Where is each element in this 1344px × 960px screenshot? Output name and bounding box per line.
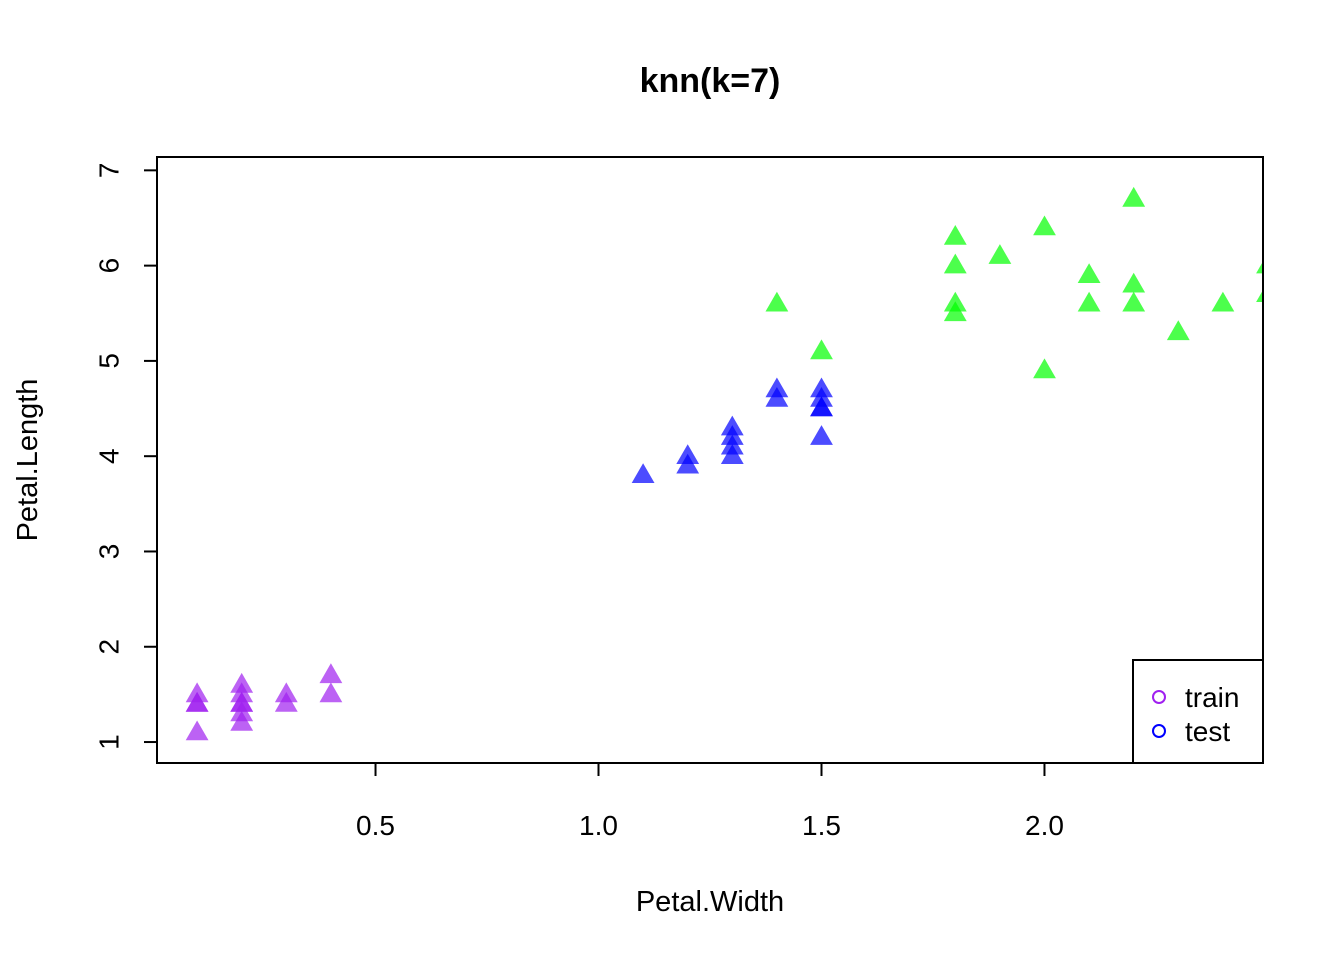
x-tick-label: 0.5 [356,810,395,841]
y-tick-label: 5 [94,353,125,369]
data-point [1122,186,1146,207]
data-point [943,253,967,274]
x-axis: 0.5 1.0 1.5 2.0 [356,762,1064,841]
data-point [720,444,744,464]
x-tick-label: 1.5 [802,810,841,841]
legend-label: test [1185,716,1230,747]
data-point [1166,320,1190,341]
data-point [1122,291,1146,312]
data-point [810,339,833,360]
y-tick-label: 6 [94,258,125,274]
data-point [765,387,789,407]
y-tick-label: 7 [94,163,125,179]
data-point [1033,215,1056,236]
points-layer [185,186,1263,741]
x-tick-label: 2.0 [1025,810,1064,841]
data-point [1077,291,1101,312]
y-tick-label: 2 [94,639,125,655]
data-point [230,711,254,731]
data-point [1211,291,1235,312]
legend-marker [1152,724,1166,738]
y-axis: 1 2 3 4 5 6 7 [94,163,158,750]
data-point [319,663,343,684]
data-point [1033,358,1056,379]
y-tick-label: 1 [94,734,125,750]
plot-frame [156,156,1264,764]
x-axis-title: Petal.Width [636,886,784,918]
data-point [676,453,700,474]
legend-box [1132,659,1264,764]
legend-label: train [1185,682,1239,713]
data-point [943,301,967,322]
data-point [631,463,655,483]
data-point [1256,290,1263,302]
data-point [943,225,967,245]
data-point [185,691,209,712]
data-point [1077,263,1101,283]
data-point [810,396,833,417]
data-point [988,244,1012,264]
data-point [1256,261,1263,274]
y-axis-title: Petal.Length [12,379,44,542]
y-tick-label: 3 [94,544,125,560]
y-tick-label: 4 [94,448,125,464]
data-point [319,682,343,703]
data-point [274,691,298,712]
chart-title: knn(k=7) [640,62,781,100]
legend-marker [1152,690,1166,704]
data-point [1122,272,1146,293]
data-point [185,720,209,741]
x-tick-label: 1.0 [579,810,618,841]
data-point [810,425,833,445]
data-point [765,291,789,312]
